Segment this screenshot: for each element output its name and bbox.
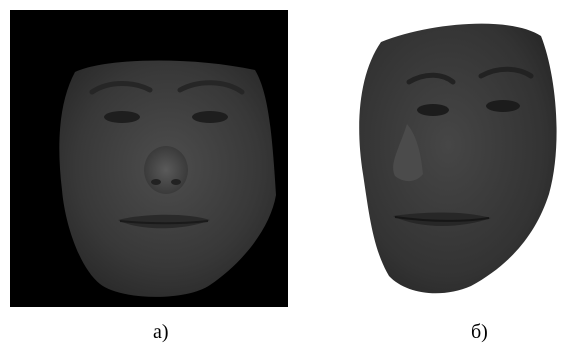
nose	[393, 124, 423, 182]
mouth	[393, 212, 491, 226]
caption-b: б)	[471, 321, 488, 343]
left-eye	[104, 111, 140, 123]
face-frontal-panel	[10, 10, 288, 307]
face-rotated-panel	[351, 14, 563, 299]
mouth	[118, 214, 210, 229]
caption-a: а)	[153, 321, 169, 343]
face-frontal-image	[10, 10, 288, 307]
face-rotated-image	[359, 23, 557, 294]
nose	[144, 146, 188, 194]
right-brow	[177, 80, 245, 95]
left-brow	[89, 81, 153, 95]
right-eye	[192, 111, 228, 123]
face-mask	[359, 23, 557, 294]
